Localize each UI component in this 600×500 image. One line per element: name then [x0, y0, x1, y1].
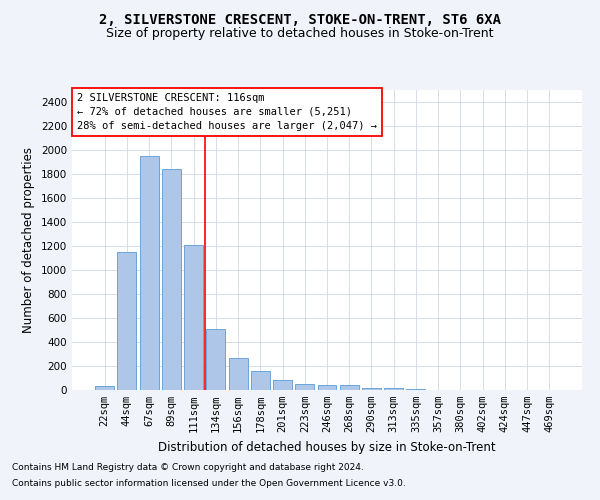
Bar: [251, 372, 270, 390]
Bar: [95, 386, 114, 390]
Bar: [295, 384, 314, 390]
Bar: [362, 388, 381, 390]
Bar: [317, 384, 337, 390]
Text: Contains public sector information licensed under the Open Government Licence v3: Contains public sector information licen…: [12, 478, 406, 488]
Bar: [340, 385, 359, 390]
Bar: [140, 156, 158, 390]
Bar: [384, 388, 403, 390]
Bar: [406, 389, 425, 390]
Text: Contains HM Land Registry data © Crown copyright and database right 2024.: Contains HM Land Registry data © Crown c…: [12, 464, 364, 472]
Bar: [184, 245, 203, 390]
Text: 2 SILVERSTONE CRESCENT: 116sqm
← 72% of detached houses are smaller (5,251)
28% : 2 SILVERSTONE CRESCENT: 116sqm ← 72% of …: [77, 93, 377, 131]
X-axis label: Distribution of detached houses by size in Stoke-on-Trent: Distribution of detached houses by size …: [158, 440, 496, 454]
Bar: [229, 358, 248, 390]
Bar: [118, 252, 136, 390]
Text: 2, SILVERSTONE CRESCENT, STOKE-ON-TRENT, ST6 6XA: 2, SILVERSTONE CRESCENT, STOKE-ON-TRENT,…: [99, 12, 501, 26]
Bar: [273, 380, 292, 390]
Text: Size of property relative to detached houses in Stoke-on-Trent: Size of property relative to detached ho…: [106, 28, 494, 40]
Y-axis label: Number of detached properties: Number of detached properties: [22, 147, 35, 333]
Bar: [206, 329, 225, 390]
Bar: [162, 169, 181, 390]
